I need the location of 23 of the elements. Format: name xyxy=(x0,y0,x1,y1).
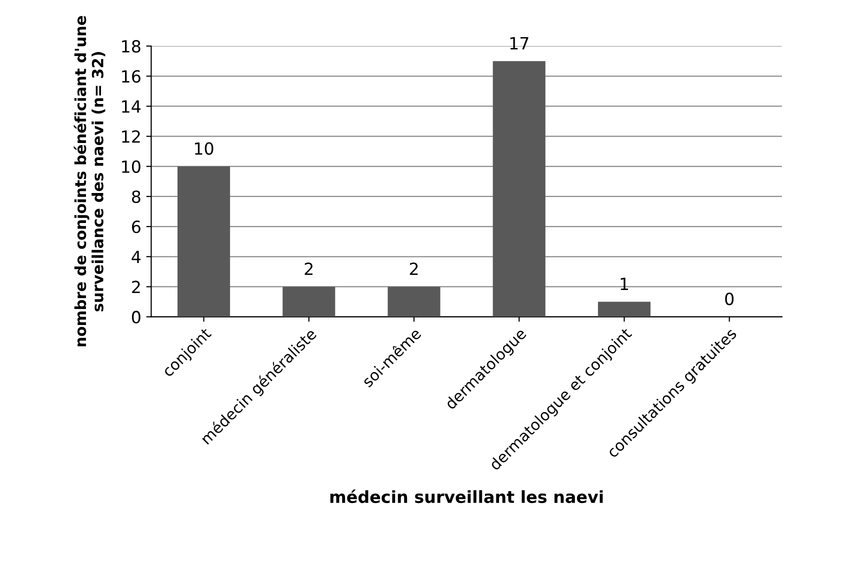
y-tick-label: 12 xyxy=(122,130,140,143)
bar xyxy=(598,302,651,317)
bar xyxy=(282,286,336,317)
data-label: 2 xyxy=(304,262,313,275)
x-axis-title: médecin surveillant les naevi xyxy=(330,490,603,504)
y-tick-label: 8 xyxy=(132,190,140,204)
y-tick-label: 16 xyxy=(122,70,140,83)
bar xyxy=(492,61,546,317)
y-axis-title: nombre de conjoints bénéficiant d'une surveillance des naevi (n= 32) xyxy=(74,16,106,346)
data-label: 0 xyxy=(725,292,734,306)
data-label: 2 xyxy=(410,262,418,275)
bar xyxy=(177,166,230,317)
y-tick-label: 18 xyxy=(122,40,140,53)
y-tick-label: 14 xyxy=(122,100,141,113)
y-tick-label: 10 xyxy=(122,160,140,173)
data-label: 1 xyxy=(620,278,628,290)
y-tick-label: 2 xyxy=(132,280,140,294)
data-label: 10 xyxy=(194,142,214,155)
y-tick-label: 0 xyxy=(132,310,140,324)
data-label: 17 xyxy=(510,37,528,50)
y-tick-label: 4 xyxy=(132,250,141,263)
bar xyxy=(388,286,440,317)
y-tick-label: 6 xyxy=(132,220,140,234)
